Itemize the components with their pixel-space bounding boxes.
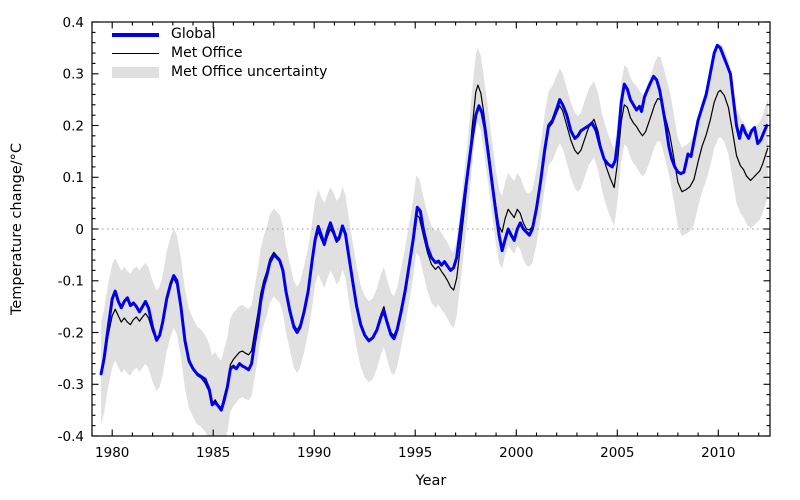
x-tick-label-1985: 1985 xyxy=(196,445,230,461)
legend-item-met-office-uncertainty: Met Office uncertainty xyxy=(112,63,327,82)
x-tick-label-1995: 1995 xyxy=(398,445,432,461)
y-axis-title: Temperature change/°C xyxy=(9,142,25,316)
legend-label-global: Global xyxy=(171,26,216,42)
thick-blue-line-swatch xyxy=(112,32,159,37)
legend-patch-sample-uncertainty xyxy=(112,67,159,78)
x-tick-label-1990: 1990 xyxy=(297,445,331,461)
legend-label-met-office: Met Office xyxy=(171,45,243,61)
y-tick-label--0.3: -0.3 xyxy=(58,377,84,393)
gray-band-swatch xyxy=(112,67,159,78)
uncertainty-band xyxy=(101,43,768,436)
legend-item-global: Global xyxy=(112,25,327,44)
y-tick-label-0.3: 0.3 xyxy=(63,67,84,83)
y-tick-label--0.2: -0.2 xyxy=(58,325,84,341)
series-line-global xyxy=(99,43,769,412)
y-tick-label-0.2: 0.2 xyxy=(63,118,84,134)
y-tick-label-0: 0 xyxy=(75,222,84,238)
legend-label-met-office-uncertainty: Met Office uncertainty xyxy=(171,64,328,80)
x-tick-label-1980: 1980 xyxy=(95,445,129,461)
legend-line-sample-global xyxy=(112,32,159,37)
legend-item-met-office: Met Office xyxy=(112,44,327,63)
y-tick-label--0.1: -0.1 xyxy=(58,274,84,290)
x-tick-label-2005: 2005 xyxy=(600,445,634,461)
x-axis-title: Year xyxy=(415,473,447,489)
y-tick-label--0.4: -0.4 xyxy=(58,429,84,445)
y-tick-label-0.1: 0.1 xyxy=(63,170,84,186)
x-tick-label-2010: 2010 xyxy=(701,445,735,461)
legend: Global Met Office Met Office uncertainty xyxy=(112,25,327,82)
legend-line-sample-met-office xyxy=(112,52,159,55)
thin-black-line-swatch xyxy=(112,52,159,55)
y-tick-label-0.4: 0.4 xyxy=(63,15,84,31)
x-tick-label-2000: 2000 xyxy=(499,445,533,461)
